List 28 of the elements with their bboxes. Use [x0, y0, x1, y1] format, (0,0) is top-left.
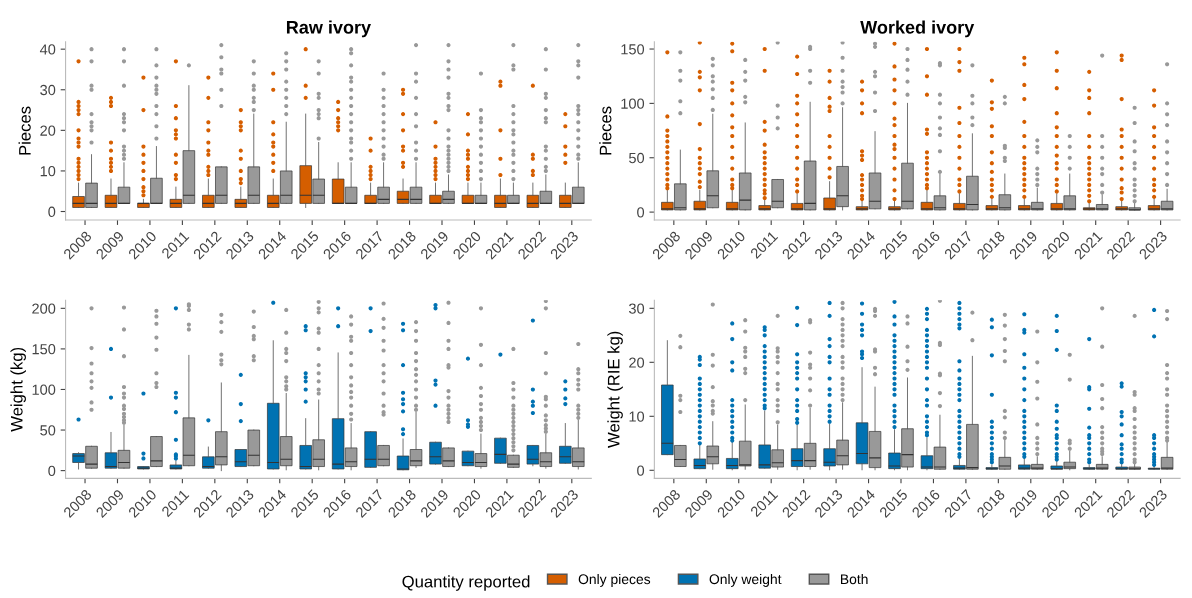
y-tick-label: 10 — [629, 411, 645, 422]
y-axis-title: Weight (RIE kg) — [607, 331, 623, 448]
chart-title: Worked ivory — [860, 20, 975, 38]
y-tick-label: 50 — [629, 152, 645, 164]
y-tick-label: 200 — [32, 303, 56, 314]
chart-title: Raw ivory — [286, 20, 371, 38]
y-tick-label: 0 — [48, 206, 56, 217]
legend-label: Only weight — [709, 573, 782, 587]
y-tick-label: 150 — [32, 344, 56, 355]
y-tick-label: 0 — [48, 465, 56, 477]
y-axis-title: Weight (kg) — [10, 347, 26, 432]
y-tick-label: 0 — [637, 465, 645, 476]
y-axis-title: Pieces — [599, 106, 612, 155]
legend-label: Both — [840, 573, 868, 585]
y-tick-label: 10 — [40, 166, 56, 177]
y-tick-label: 40 — [39, 44, 56, 55]
y-tick-label: 100 — [32, 384, 56, 395]
y-tick-label: 20 — [629, 357, 645, 368]
y-axis-title: Pieces — [18, 106, 31, 155]
legend-title: Quantity reported — [402, 575, 530, 591]
y-tick-label: 150 — [621, 44, 645, 55]
legend-label: Only pieces — [578, 573, 651, 587]
y-tick-label: 30 — [628, 303, 645, 314]
y-tick-label: 100 — [621, 98, 645, 109]
y-tick-label: 30 — [40, 84, 56, 96]
y-tick-label: 0 — [637, 207, 645, 218]
y-tick-label: 50 — [40, 425, 56, 436]
y-tick-label: 20 — [40, 125, 56, 136]
